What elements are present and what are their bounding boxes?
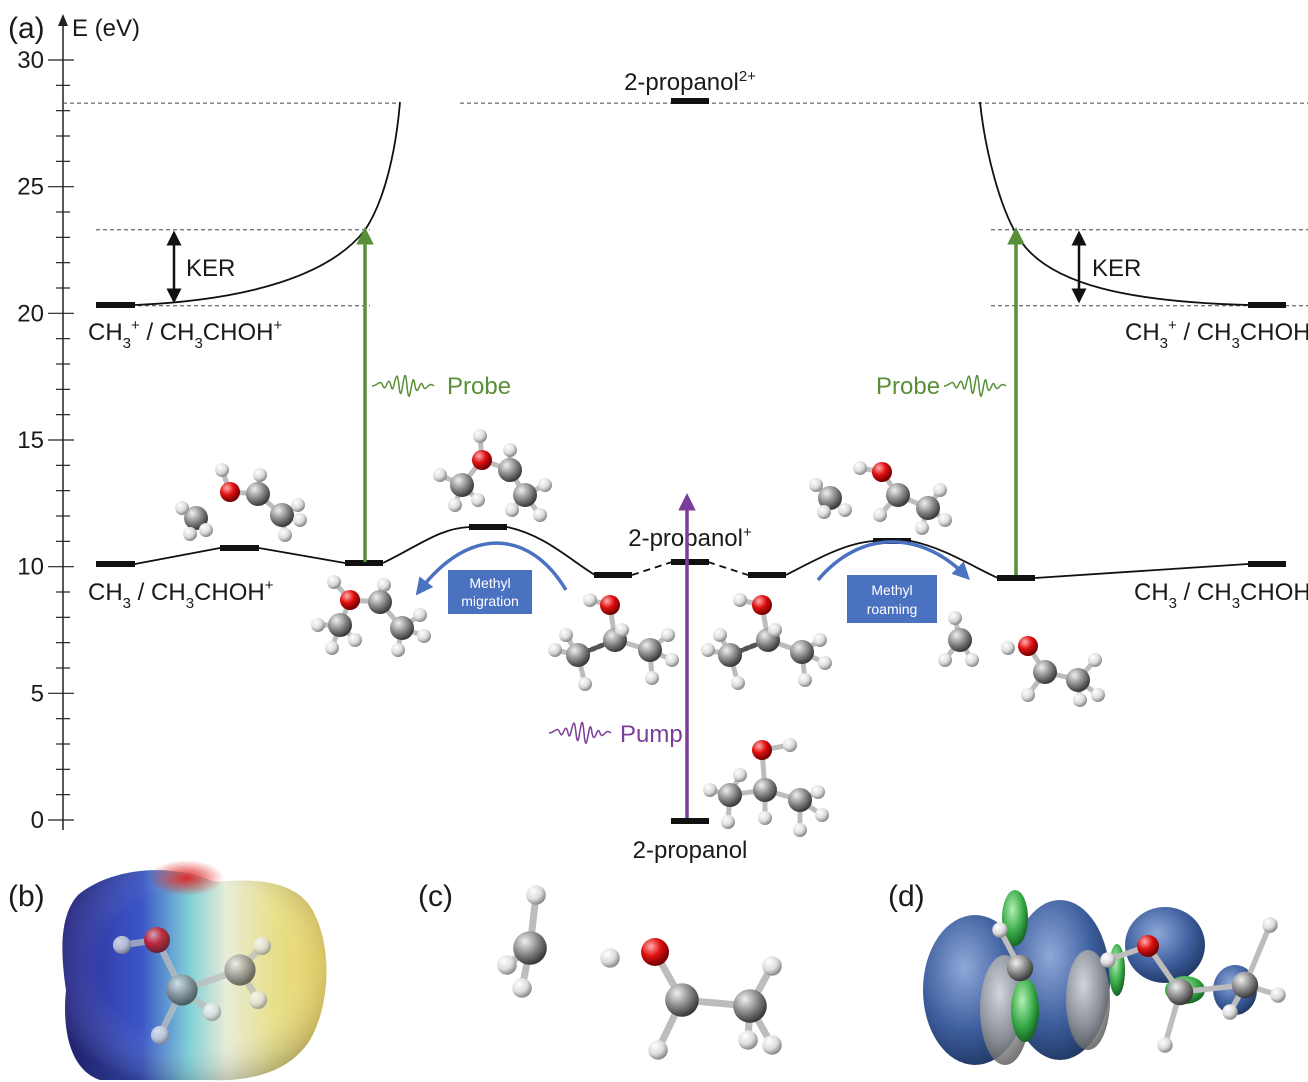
roaming-arrow	[816, 540, 970, 582]
energy-level-bars	[96, 98, 1286, 824]
path-left-4	[506, 526, 596, 576]
tick-label: 0	[31, 807, 44, 834]
panel-label-d: (d)	[888, 880, 925, 913]
migration-arrow	[415, 541, 568, 596]
level-bar-left-neutral	[96, 561, 135, 567]
cation-left-molecule	[548, 593, 679, 691]
left-ion-channel-label: CH3+ / CH3CHOH+	[88, 317, 282, 352]
right-neutral-channel-label: CH3 / CH3CHOH+	[1134, 577, 1308, 612]
path-right-1	[785, 540, 875, 576]
level-bar-right-neutral	[1248, 561, 1286, 567]
probe-left-label: Probe	[447, 373, 511, 400]
esp-molecule	[112, 927, 272, 1045]
right-ion-channel-label: CH3+ / CH3CHOH+	[1125, 317, 1308, 352]
panel-label-b: (b)	[8, 880, 45, 913]
roaming-label-2: roaming	[867, 601, 918, 617]
panel-d-molecule	[992, 917, 1286, 1053]
tick-label: 5	[31, 680, 44, 707]
level-bar-right-intermediate	[997, 575, 1035, 581]
tick-label: 30	[17, 47, 44, 74]
level-bar-right-min	[748, 572, 786, 578]
ker-right-label: KER	[1092, 255, 1141, 282]
panel-label-a: (a)	[8, 12, 45, 45]
path-left-2	[258, 547, 346, 564]
esp-surface-figure	[62, 860, 327, 1081]
level-bar-migration-ts	[469, 524, 507, 530]
probe-left-pulse-icon	[371, 374, 435, 397]
level-bar-right-ion	[1248, 302, 1286, 308]
tick-label: 15	[17, 427, 44, 454]
fragment-structure	[497, 885, 782, 1060]
path-right-3	[1034, 563, 1249, 579]
level-bar-left-intermediate	[345, 560, 383, 566]
path-left-1	[134, 547, 221, 565]
tick-label: 25	[17, 174, 44, 201]
neutral-2-propanol-molecule	[703, 738, 829, 837]
migration-box	[448, 570, 532, 614]
ker-left-label: KER	[186, 255, 235, 282]
right-acetaldehyde-fragment	[1001, 636, 1105, 707]
level-bar-neutral	[671, 818, 709, 824]
right-methyl-fragment	[938, 611, 979, 667]
energy-axis: E (eV) 0 5 10 15 20 25 30	[17, 14, 140, 834]
pump-pulse-icon	[548, 721, 612, 744]
path-dash-left	[631, 561, 673, 576]
roaming-ts-molecule	[809, 461, 952, 535]
neutral-label: 2-propanol	[633, 837, 748, 864]
orbital-isosurface-figure	[923, 890, 1286, 1065]
roaming-box	[847, 575, 937, 623]
repulsive-curves	[134, 101, 1251, 306]
cation-label: 2-propanol+	[628, 524, 752, 552]
level-bar-left-min	[594, 572, 632, 578]
tick-label: 10	[17, 554, 44, 581]
left-intermediate-molecule	[311, 575, 431, 657]
panel-c-methyl	[497, 885, 547, 998]
tick-label: 20	[17, 300, 44, 327]
level-bar-dication	[671, 98, 709, 104]
roaming-label-1: Methyl	[871, 582, 912, 598]
axis-label: E (eV)	[72, 15, 140, 42]
path-left-3	[382, 526, 471, 564]
level-bar-left-ts	[220, 545, 259, 551]
reference-lines	[63, 102, 1308, 307]
migration-label-2: migration	[461, 593, 519, 609]
left-neutral-channel-label: CH3 / CH3CHOH+	[88, 577, 274, 612]
pump-label: Pump	[620, 721, 683, 748]
path-right-2	[910, 540, 999, 579]
migration-label-1: Methyl	[469, 575, 510, 591]
panel-label-c: (c)	[418, 880, 453, 913]
left-ts-molecule	[175, 463, 307, 542]
level-bar-left-ion	[96, 302, 135, 308]
probe-right-pulse-icon	[943, 374, 1007, 397]
panel-c-acetaldehyde	[600, 938, 782, 1060]
probe-right-label: Probe	[876, 373, 940, 400]
path-dash-right	[707, 561, 749, 576]
dication-label: 2-propanol2+	[624, 68, 756, 96]
axis-arrowhead-icon	[58, 14, 68, 26]
level-bar-cation	[671, 559, 709, 565]
reaction-path	[134, 526, 1249, 579]
molecule-structures	[175, 429, 1105, 837]
cation-right-molecule	[701, 593, 832, 690]
migration-ts-molecule	[433, 429, 552, 522]
